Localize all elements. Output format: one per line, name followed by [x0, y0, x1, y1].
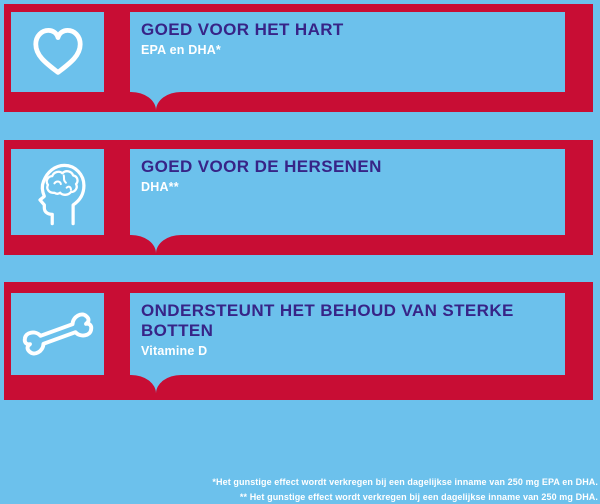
bone-icon-cell: [11, 293, 104, 375]
bone-icon: [14, 303, 102, 365]
benefit-text-bones: ONDERSTEUNT HET BEHOUD VAN STERKE BOTTEN…: [130, 293, 565, 375]
ribbon-notch: [131, 92, 181, 112]
benefit-text-brain: GOED VOOR DE HERSENEN DHA**: [130, 149, 565, 235]
ribbon-notch: [131, 235, 181, 255]
brain-icon: [22, 152, 94, 232]
benefit-panel-brain: GOED VOOR DE HERSENEN DHA**: [4, 140, 593, 255]
heart-icon-cell: [11, 12, 104, 92]
benefit-panel-heart: GOED VOOR HET HART EPA en DHA*: [4, 4, 593, 112]
brain-icon-cell: [11, 149, 104, 235]
benefit-subtitle: DHA**: [141, 180, 553, 194]
footnotes: *Het gunstige effect wordt verkregen bij…: [212, 475, 598, 504]
footnote-dha: ** Het gunstige effect wordt verkregen b…: [212, 490, 598, 504]
footnote-epa-dha: *Het gunstige effect wordt verkregen bij…: [212, 475, 598, 490]
benefit-text-heart: GOED VOOR HET HART EPA en DHA*: [130, 12, 565, 92]
heart-icon: [27, 22, 89, 82]
benefit-title: ONDERSTEUNT HET BEHOUD VAN STERKE BOTTEN: [141, 301, 553, 341]
benefit-panel-bones: ONDERSTEUNT HET BEHOUD VAN STERKE BOTTEN…: [4, 282, 593, 400]
benefit-title: GOED VOOR HET HART: [141, 20, 553, 40]
benefit-subtitle: EPA en DHA*: [141, 43, 553, 57]
benefit-title: GOED VOOR DE HERSENEN: [141, 157, 553, 177]
benefit-subtitle: Vitamine D: [141, 344, 553, 358]
ribbon-notch: [131, 375, 181, 395]
